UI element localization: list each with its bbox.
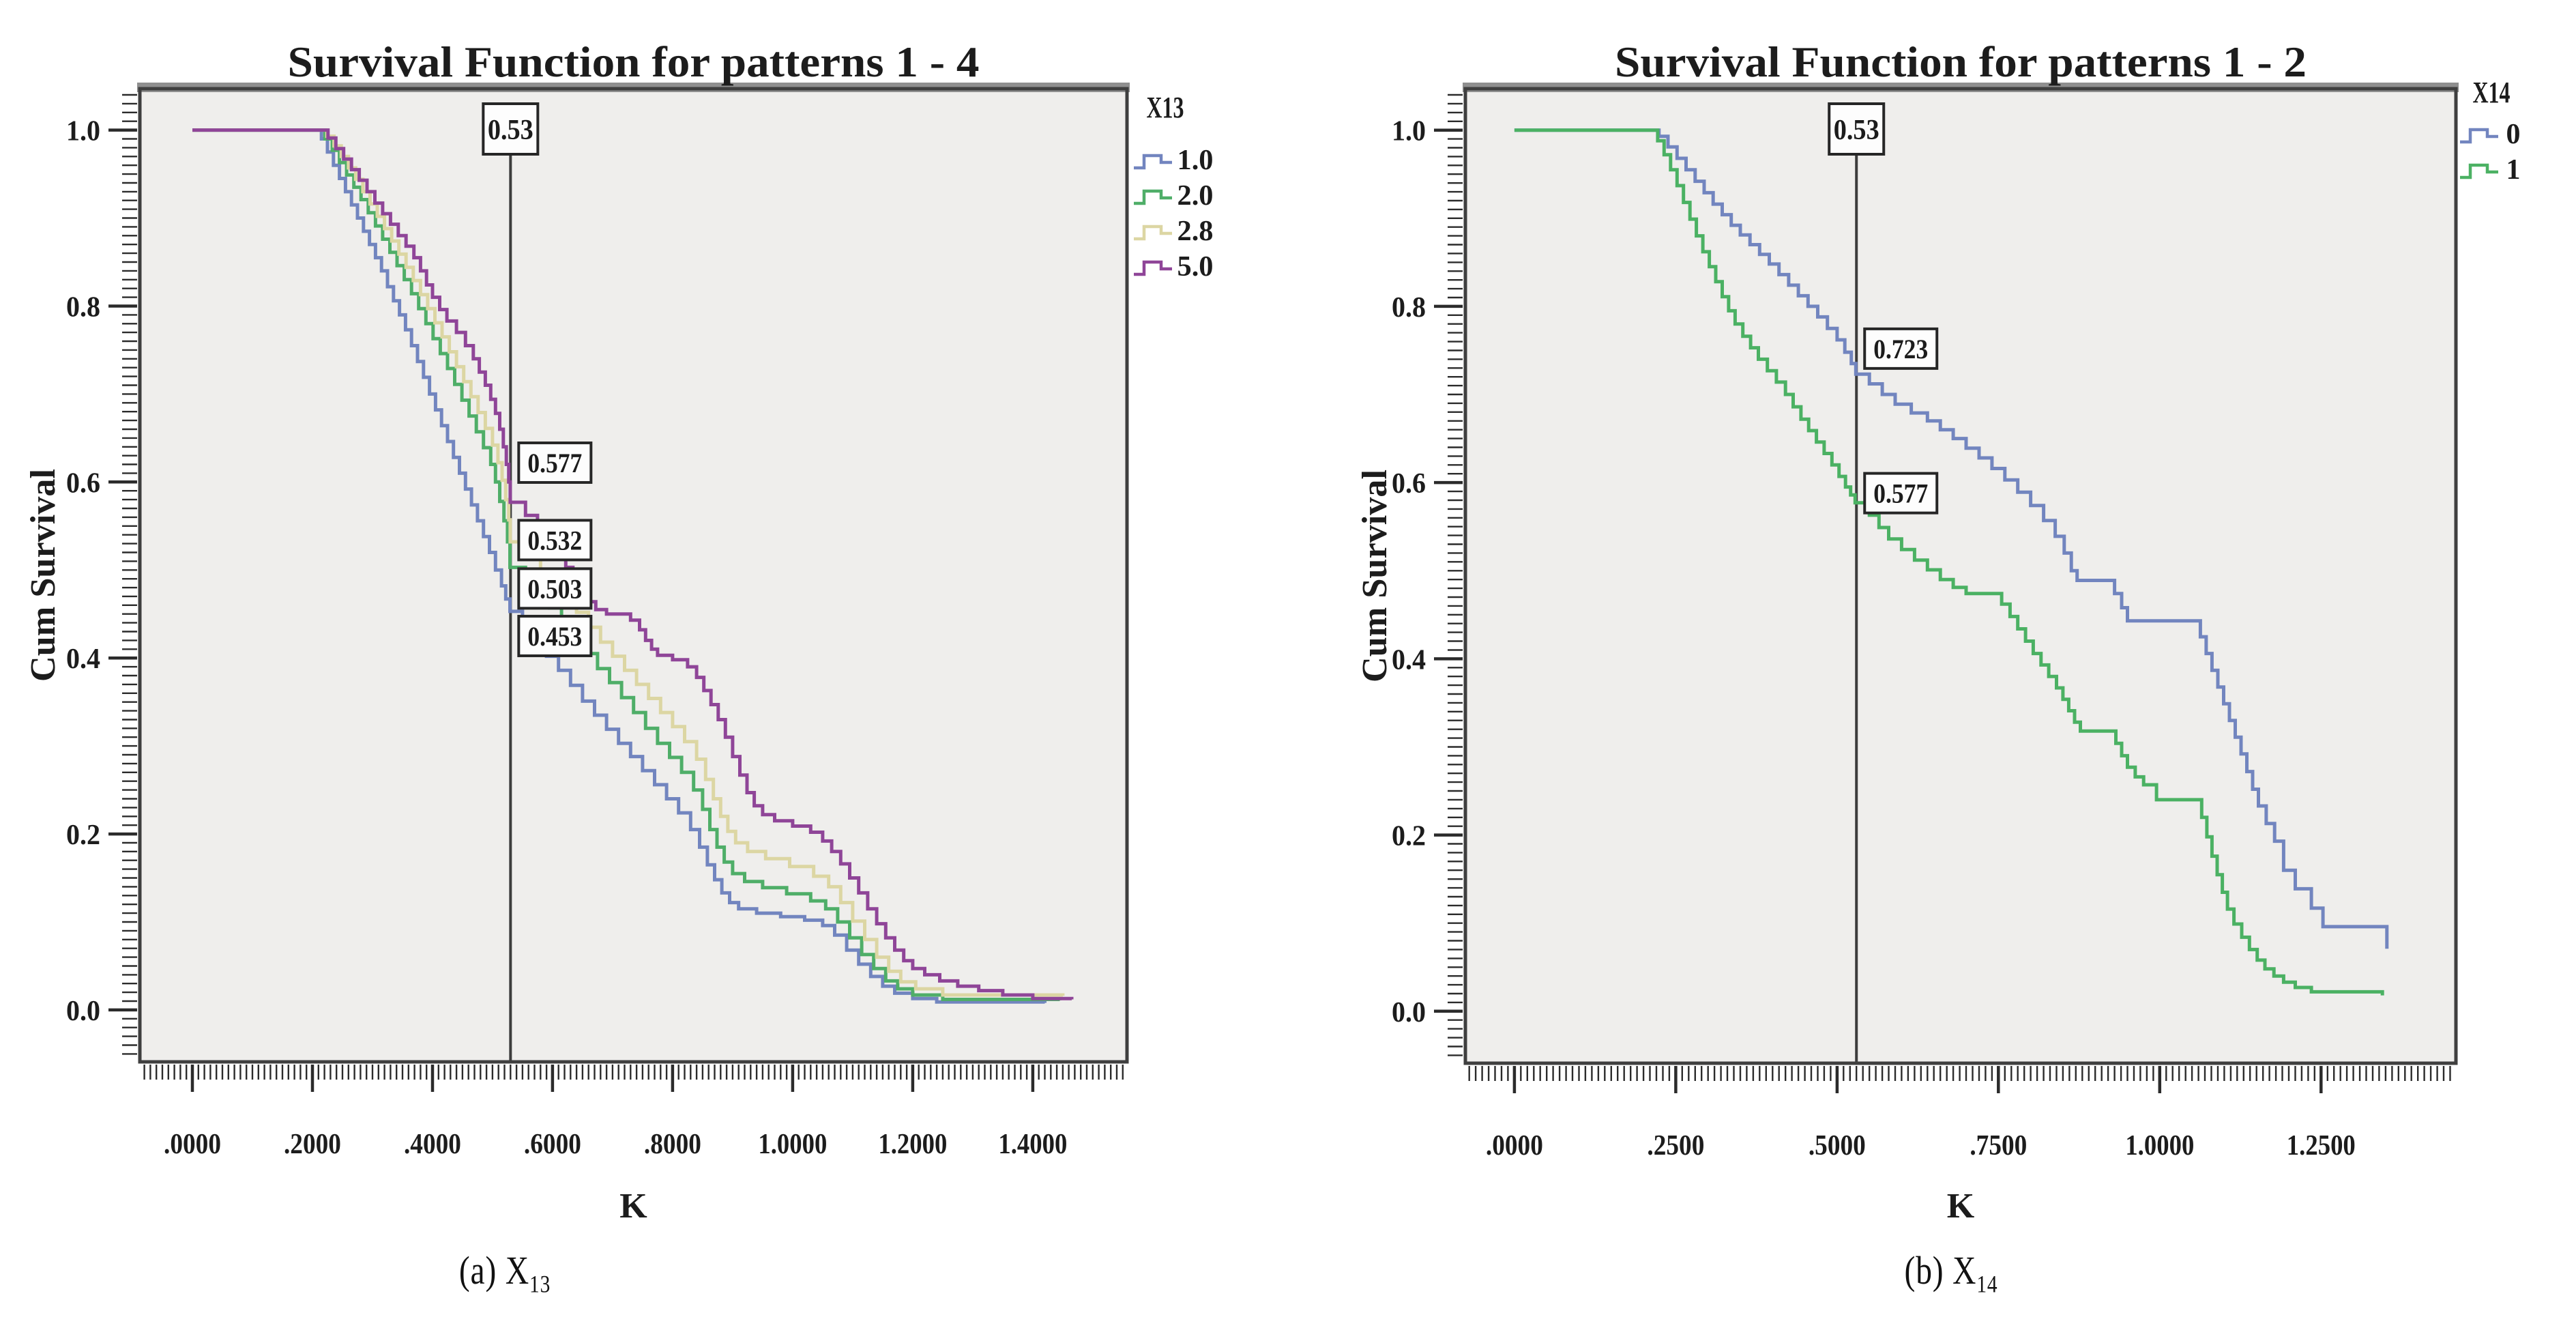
annotation-label-a-0.453: 0.453 <box>527 621 582 652</box>
plot-frame-b <box>1463 87 2458 1065</box>
x-tick-label-a-.4000: .4000 <box>404 1129 461 1160</box>
chart-title-a: Survival Function for patterns 1 - 4 <box>288 38 980 86</box>
legend-glyph-b-0 <box>2460 128 2498 144</box>
x-axis-major-ticks-a <box>190 1065 1035 1092</box>
y-tick-label-a-0.8: 0.8 <box>66 291 100 323</box>
y-tick-label-b-0.0: 0.0 <box>1392 997 1426 1028</box>
series-curve-a-1.0 <box>192 128 1046 1004</box>
x-axis-minor-ticks-a <box>143 1065 1124 1080</box>
annotation-box-a-0.532 <box>517 519 593 562</box>
caption-a-text: (a) X <box>458 1248 530 1293</box>
y-tick-label-a-0.2: 0.2 <box>66 820 100 851</box>
legend-label-a-1.0: 1.0 <box>1177 145 1214 176</box>
legend-glyph-b-1 <box>2460 163 2498 179</box>
chart-title-b: Survival Function for patterns 1 - 2 <box>1615 38 2307 86</box>
plot-area-a <box>140 89 1127 1062</box>
x-tick-label-a-1.4000: 1.4000 <box>998 1129 1067 1160</box>
x-tick-label-b-1.2500: 1.2500 <box>2287 1130 2356 1161</box>
x-tick-label-b-1.0000: 1.0000 <box>2125 1130 2194 1161</box>
x-axis-label-a: K <box>619 1187 647 1226</box>
x-axis-label-b: K <box>1947 1187 1975 1226</box>
legend-label-a-2.8: 2.8 <box>1177 216 1214 247</box>
y-tick-label-a-0.4: 0.4 <box>66 644 100 675</box>
y-axis-label-b: Cum Survival <box>1356 470 1394 682</box>
legend-glyph-a-2.0 <box>1134 189 1172 205</box>
x-tick-label-a-1.2000: 1.2000 <box>878 1129 947 1160</box>
x-tick-label-a-1.0000: 1.0000 <box>758 1129 827 1160</box>
reference-label-b: 0.53 <box>1834 115 1879 146</box>
legend-glyph-a-2.8 <box>1134 225 1172 241</box>
y-tick-label-a-1.0: 1.0 <box>66 116 100 147</box>
annotation-box-a-0.503 <box>517 567 593 610</box>
y-tick-label-a-0.6: 0.6 <box>66 467 100 499</box>
series-curve-a-5.0 <box>192 128 1074 1000</box>
caption-b-text: (b) X <box>1904 1248 1977 1293</box>
y-tick-label-a-0.0: 0.0 <box>66 996 100 1027</box>
annotation-label-a-0.503: 0.503 <box>527 573 582 604</box>
legend-label-b-1: 1 <box>2506 154 2521 186</box>
x-axis-major-ticks-b <box>1512 1066 2323 1093</box>
annotation-box-b-0.577 <box>1863 472 1939 515</box>
y-tick-label-b-0.8: 0.8 <box>1392 292 1426 323</box>
legend-title-a: X13 <box>1147 91 1184 124</box>
series-curve-b-1 <box>1514 128 2384 996</box>
y-axis-major-ticks-a <box>108 128 137 1012</box>
y-axis-minor-ticks-b <box>1448 93 1463 1056</box>
plot-area-b <box>1465 89 2456 1063</box>
y-tick-label-b-0.4: 0.4 <box>1392 644 1426 676</box>
x-axis-minor-ticks-b <box>1468 1066 2451 1081</box>
x-tick-label-a-.0000: .0000 <box>164 1129 221 1160</box>
x-tick-label-b-.0000: .0000 <box>1486 1130 1543 1161</box>
annotation-label-b-0.723: 0.723 <box>1873 334 1928 364</box>
annotation-label-a-0.577: 0.577 <box>527 448 582 478</box>
reference-label-box-a <box>482 102 540 156</box>
caption-a-subscript: 13 <box>529 1270 551 1298</box>
annotation-box-a-0.453 <box>517 614 593 657</box>
annotation-label-b-0.577: 0.577 <box>1873 478 1928 509</box>
caption-a: (a) X13 <box>360 1247 650 1299</box>
annotation-box-a-0.577 <box>517 441 593 484</box>
y-axis-minor-ticks-a <box>122 93 137 1055</box>
x-tick-label-a-.2000: .2000 <box>284 1129 341 1160</box>
x-tick-label-b-.5000: .5000 <box>1809 1130 1866 1161</box>
legend-label-a-5.0: 5.0 <box>1177 251 1214 283</box>
reference-label-box-b <box>1828 102 1886 156</box>
caption-b-subscript: 14 <box>1976 1270 1998 1298</box>
x-tick-label-a-.8000: .8000 <box>644 1129 701 1160</box>
y-tick-label-b-1.0: 1.0 <box>1392 116 1426 147</box>
x-tick-label-b-.2500: .2500 <box>1647 1130 1704 1161</box>
legend-glyph-a-1.0 <box>1134 154 1172 170</box>
annotation-box-b-0.723 <box>1863 327 1939 370</box>
legend-glyph-a-5.0 <box>1134 260 1172 276</box>
x-tick-label-a-.6000: .6000 <box>524 1129 581 1160</box>
series-curve-b-0 <box>1514 128 2389 949</box>
y-tick-label-b-0.6: 0.6 <box>1392 468 1426 500</box>
y-axis-label-a: Cum Survival <box>24 469 63 682</box>
plot-frame-a <box>138 87 1129 1064</box>
caption-b: (b) X14 <box>1806 1247 2096 1299</box>
x-tick-label-b-.7500: .7500 <box>1970 1130 2027 1161</box>
legend-label-a-2.0: 2.0 <box>1177 180 1214 212</box>
y-tick-label-b-0.2: 0.2 <box>1392 821 1426 852</box>
annotation-label-a-0.532: 0.532 <box>527 525 582 555</box>
legend-label-b-0: 0 <box>2506 119 2521 150</box>
reference-label-a: 0.53 <box>488 115 533 146</box>
legend-title-b: X14 <box>2473 76 2511 109</box>
y-axis-major-ticks-b <box>1434 128 1463 1013</box>
